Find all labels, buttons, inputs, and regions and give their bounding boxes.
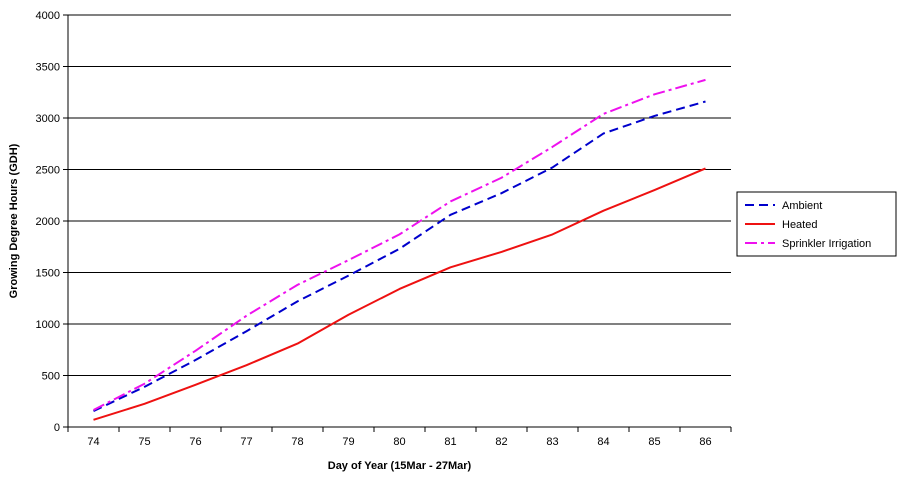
y-tick-label: 4000 [36,10,60,22]
legend: Ambient Heated Sprinkler Irrigation [736,191,897,257]
x-tick-label: 85 [648,436,660,448]
x-tick-label: 83 [546,436,558,448]
y-tick-label: 2000 [36,216,60,228]
y-tick-label: 1500 [36,268,60,280]
legend-box [736,191,897,257]
x-tick-label: 78 [291,436,303,448]
series-line-sprinkler-irrigation [93,78,706,411]
y-ticks: 0 500 1000 1500 2000 2500 3000 3500 4000 [36,10,68,434]
x-tick-label: 79 [342,436,354,448]
legend-label: Sprinkler Irrigation [782,238,871,250]
series-line-heated [93,167,706,421]
y-tick-label: 2500 [36,165,60,177]
y-tick-label: 0 [54,422,60,434]
x-tick-label: 80 [393,436,405,448]
y-tick-label: 3500 [36,62,60,74]
x-ticks: 74 75 76 77 78 79 80 81 82 83 84 85 86 [67,427,732,448]
x-tick-label: 86 [699,436,711,448]
legend-label: Ambient [782,200,822,212]
x-tick-label: 84 [597,436,609,448]
x-tick-label: 77 [240,436,252,448]
y-tick-label: 500 [42,371,60,383]
series-line-ambient [93,100,706,412]
x-tick-label: 82 [495,436,507,448]
y-axis-title: Growing Degree Hours (GDH) [8,143,20,298]
x-tick-label: 76 [189,436,201,448]
y-tick-label: 3000 [36,113,60,125]
x-tick-label: 81 [444,436,456,448]
series-lines [93,78,706,421]
legend-label: Heated [782,219,817,231]
x-axis-title: Day of Year (15Mar - 27Mar) [328,460,472,472]
y-tick-label: 1000 [36,319,60,331]
gridlines [68,14,731,376]
x-tick-label: 75 [138,436,150,448]
x-tick-label: 74 [87,436,99,448]
